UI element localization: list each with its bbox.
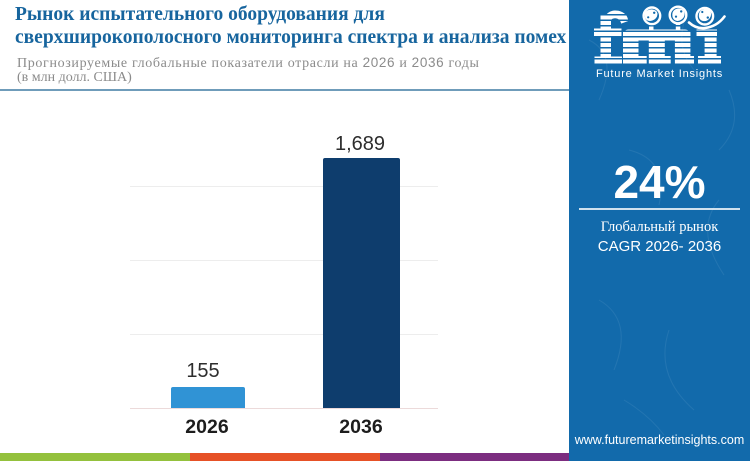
svg-text:Future Market Insights: Future Market Insights <box>596 68 723 80</box>
